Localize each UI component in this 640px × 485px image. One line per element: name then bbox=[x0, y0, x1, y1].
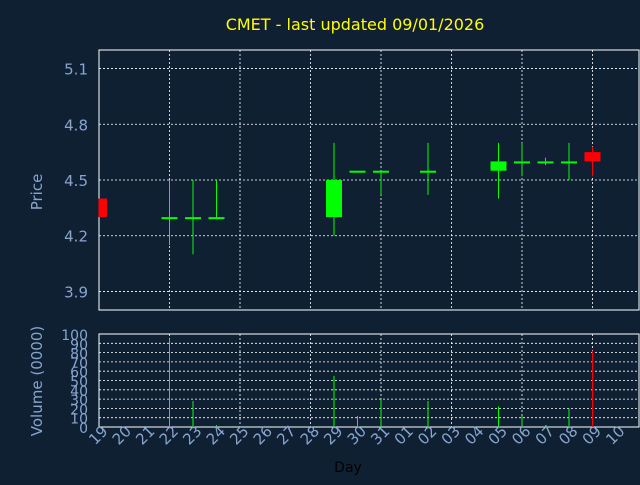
candle-body bbox=[349, 170, 366, 173]
price-tick-label: 4.8 bbox=[64, 116, 88, 134]
volume-grid bbox=[99, 333, 639, 428]
candle-body bbox=[420, 170, 436, 173]
price-tick-label: 4.5 bbox=[64, 172, 88, 190]
candle-body bbox=[537, 161, 554, 164]
chart-title: CMET - last updated 09/01/2026 bbox=[226, 15, 485, 34]
candle-body bbox=[514, 161, 530, 164]
volume-tick-label: 100 bbox=[61, 328, 88, 344]
volume-tick-label: 20 bbox=[70, 402, 88, 418]
price-axis-label: Price bbox=[28, 174, 46, 211]
candle-body bbox=[99, 198, 107, 218]
candle-body bbox=[161, 217, 178, 220]
candle-body bbox=[373, 170, 389, 173]
volume-tick-label: 50 bbox=[70, 375, 88, 391]
volume-tick-label: 60 bbox=[70, 365, 88, 381]
volume-tick-label: 70 bbox=[70, 356, 88, 372]
candle-body bbox=[185, 217, 201, 220]
price-tick-label: 3.9 bbox=[64, 283, 88, 301]
candle-body bbox=[208, 217, 225, 220]
day-x-tick-labels: 1920212223242526272829303101020304050607… bbox=[85, 422, 628, 448]
volume-tick-label: 80 bbox=[70, 347, 88, 363]
volume-tick-label: 10 bbox=[70, 412, 88, 428]
candlestick-series bbox=[98, 142, 601, 255]
volume-axis-label: Volume (0000) bbox=[28, 326, 46, 436]
volume-tick-label: 40 bbox=[70, 384, 88, 400]
volume-tick-label: 0 bbox=[79, 421, 88, 437]
volume-tick-label: 30 bbox=[70, 393, 88, 409]
candle-body bbox=[490, 161, 507, 171]
price-tick-label: 5.1 bbox=[64, 61, 88, 79]
price-tick-label: 4.2 bbox=[64, 228, 88, 246]
price-y-tick-labels: 3.9 4.2 4.5 4.8 5.1 bbox=[64, 61, 88, 302]
candle-body bbox=[584, 152, 601, 162]
volume-tick-label: 90 bbox=[70, 337, 88, 353]
candle-body bbox=[326, 180, 342, 218]
day-axis-label: Day bbox=[334, 460, 362, 476]
volume-bar-series bbox=[169, 338, 593, 427]
candle-body bbox=[561, 161, 577, 164]
